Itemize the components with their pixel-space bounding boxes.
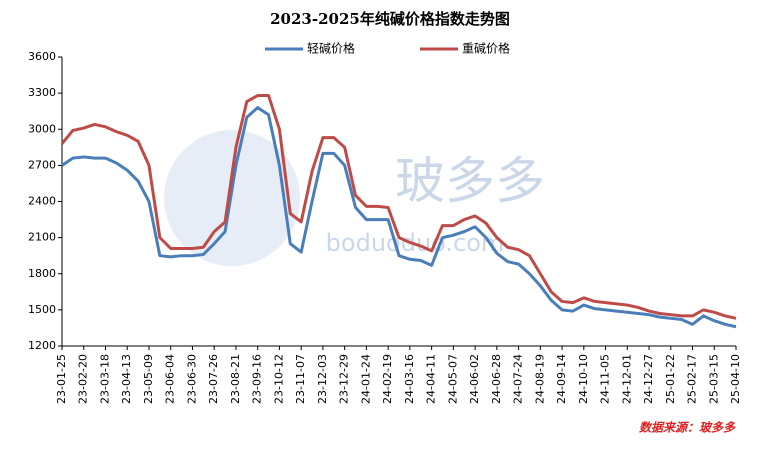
x-tick-label: 25-02-17	[686, 354, 699, 404]
x-tick-label: 23-10-12	[272, 354, 285, 404]
x-tick-label: 24-06-02	[468, 354, 481, 404]
legend-label: 轻碱价格	[307, 41, 355, 56]
x-tick-label: 23-06-30	[185, 354, 198, 404]
source: 数据来源：玻多多	[639, 421, 736, 435]
x-tick-label: 24-09-14	[555, 354, 568, 404]
y-tick-label: 2400	[28, 195, 56, 208]
x-tick-label: 24-06-28	[490, 354, 503, 404]
y-tick-label: 1200	[28, 339, 56, 352]
y-tick-label: 3600	[28, 50, 56, 63]
x-tick-label: 23-01-25	[55, 354, 68, 404]
x-tick-label: 24-01-24	[359, 354, 372, 404]
y-tick-label: 2700	[28, 158, 56, 171]
y-tick-label: 1800	[28, 267, 56, 280]
x-tick-label: 23-05-09	[142, 354, 155, 404]
y-tick-label: 3000	[28, 122, 56, 135]
watermark: 玻多多	[395, 152, 545, 210]
x-tick-label: 23-03-18	[98, 354, 111, 404]
x-tick-label: 24-10-10	[577, 354, 590, 404]
y-tick-label: 1500	[28, 303, 56, 316]
x-tick-label: 25-03-15	[707, 354, 720, 404]
x-tick-label: 24-07-24	[512, 354, 525, 404]
y-tick-label: 3300	[28, 86, 56, 99]
x-tick-label: 25-04-10	[729, 354, 742, 404]
x-tick-label: 23-06-04	[164, 354, 177, 404]
line-series	[60, 94, 737, 320]
x-tick-label: 23-07-26	[207, 354, 220, 404]
x-tick-label: 25-01-22	[664, 354, 677, 404]
x-tick-label: 24-12-27	[642, 354, 655, 404]
x-tick-label: 24-04-11	[425, 354, 438, 404]
x-tick-label: 24-11-05	[599, 354, 612, 404]
x-tick-label: 24-02-19	[381, 354, 394, 404]
x-tick-label: 23-09-16	[251, 354, 264, 404]
x-tick-label: 23-11-07	[294, 354, 307, 404]
legend-label: 重碱价格	[462, 41, 510, 56]
x-tick-label: 23-12-29	[338, 354, 351, 404]
y-tick-label: 2100	[28, 231, 56, 244]
x-tick-label: 24-03-16	[403, 354, 416, 404]
x-tick-label: 23-08-21	[229, 354, 242, 404]
chart-title: 2023-2025年纯碱价格指数走势图	[270, 10, 510, 28]
x-tick-label: 24-12-01	[620, 354, 633, 404]
x-tick-label: 23-04-13	[120, 354, 133, 404]
x-tick-label: 23-12-03	[316, 354, 329, 404]
line-series	[61, 106, 737, 329]
x-tick-label: 24-05-07	[446, 354, 459, 404]
x-tick-label: 23-02-20	[77, 354, 90, 404]
x-tick-label: 24-08-19	[533, 354, 546, 404]
